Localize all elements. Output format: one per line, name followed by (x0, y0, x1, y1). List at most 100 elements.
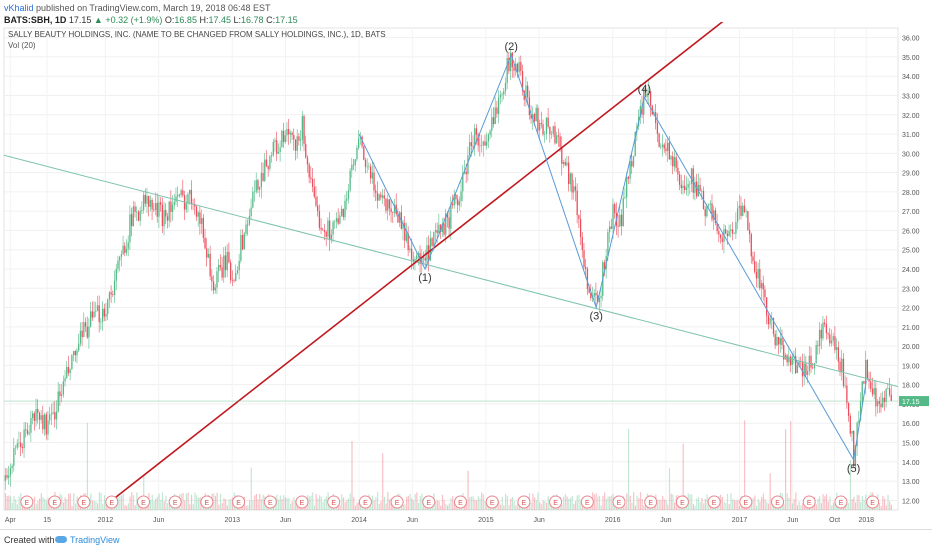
candle-body (219, 264, 222, 268)
candle-body (212, 281, 215, 291)
earnings-marker[interactable] (834, 495, 848, 509)
earnings-marker-label: E (426, 500, 431, 507)
created-with-text: Created with (4, 535, 55, 545)
candle-body (731, 229, 734, 234)
candle-body (351, 164, 353, 171)
candle-body (277, 151, 280, 154)
volume-bar (499, 504, 502, 510)
candle-body (11, 465, 13, 468)
earnings-marker[interactable] (358, 495, 372, 509)
volume-bar (474, 499, 476, 510)
earnings-marker[interactable] (422, 495, 436, 509)
candle-body (88, 326, 90, 338)
candle-body (532, 113, 534, 119)
candle-body (363, 146, 365, 160)
volume-bar (544, 501, 546, 510)
author-link[interactable]: vKhalid (4, 3, 34, 13)
earnings-marker[interactable] (771, 495, 785, 509)
earnings-marker[interactable] (105, 495, 119, 509)
earnings-marker[interactable] (612, 495, 626, 509)
earnings-marker[interactable] (390, 495, 404, 509)
earnings-marker[interactable] (77, 495, 91, 509)
candle-body (344, 200, 346, 218)
volume-bar (160, 499, 162, 510)
candle-body (40, 415, 42, 420)
candle-body (120, 254, 123, 257)
volume-bar (665, 499, 667, 510)
candle-body (554, 126, 556, 144)
earnings-marker-label: E (24, 500, 29, 507)
earnings-marker[interactable] (485, 495, 499, 509)
volume-bar (45, 500, 48, 510)
x-tick-label: Jun (153, 517, 164, 524)
earnings-marker[interactable] (20, 495, 34, 509)
earnings-marker[interactable] (200, 495, 214, 509)
candle-body (766, 297, 768, 316)
earnings-marker-label: E (205, 500, 210, 507)
tradingview-brand-link[interactable]: TradingView (70, 535, 120, 545)
earnings-marker[interactable] (802, 495, 816, 509)
candle-body (506, 58, 508, 83)
earnings-marker[interactable] (454, 495, 468, 509)
earnings-marker[interactable] (866, 495, 880, 509)
volume-bar (605, 498, 607, 510)
candle-body (358, 138, 360, 148)
symbol-label[interactable]: BATS:SBH, 1D (4, 15, 67, 25)
candle-body (527, 85, 529, 98)
volume-bar (658, 499, 660, 510)
volume-indicator-label[interactable]: Vol (20) (8, 41, 36, 50)
earnings-marker[interactable] (136, 495, 150, 509)
volume-bar (417, 502, 420, 510)
volume-bar (511, 497, 514, 510)
candle-body (450, 203, 452, 229)
earnings-marker[interactable] (168, 495, 182, 509)
wave-count-line[interactable] (358, 53, 867, 462)
earnings-marker[interactable] (675, 495, 689, 509)
candle-body (786, 355, 788, 363)
earnings-marker[interactable] (644, 495, 658, 509)
earnings-marker[interactable] (580, 495, 594, 509)
volume-bar (37, 500, 39, 510)
support-trendline[interactable] (3, 154, 899, 388)
candle-body (378, 194, 380, 201)
volume-bar (286, 498, 288, 510)
candle-body (243, 233, 245, 250)
earnings-marker[interactable] (549, 495, 563, 509)
volume-bar (790, 421, 792, 510)
earnings-marker[interactable] (707, 495, 721, 509)
earnings-marker-label: E (173, 500, 178, 507)
volume-bar (436, 500, 438, 510)
earnings-marker[interactable] (48, 495, 62, 509)
candle-body (43, 414, 46, 430)
candle-body (422, 257, 425, 258)
candle-body (308, 164, 310, 178)
open-label: O: (164, 15, 175, 25)
candle-body (656, 123, 659, 134)
candle-body (9, 467, 12, 476)
candle-body (658, 133, 660, 147)
volume-bar (600, 505, 602, 510)
volume-bar (387, 492, 389, 510)
volume-bar (153, 501, 155, 510)
volume-bar (318, 495, 321, 510)
volume-bar (537, 492, 539, 510)
earnings-marker[interactable] (739, 495, 753, 509)
candle-body (265, 159, 268, 167)
candle-body (117, 260, 119, 269)
earnings-marker[interactable] (232, 495, 246, 509)
earnings-marker[interactable] (517, 495, 531, 509)
y-tick-label: 12.00 (902, 498, 920, 505)
earnings-marker[interactable] (327, 495, 341, 509)
red-trendline[interactable] (111, 22, 727, 501)
volume-bar (317, 498, 319, 510)
candle-body (597, 295, 599, 303)
earnings-marker[interactable] (263, 495, 277, 509)
volume-bar (187, 492, 189, 510)
candle-body (829, 334, 831, 344)
candle-body (52, 412, 54, 414)
volume-bar (11, 502, 13, 510)
candle-body (306, 157, 309, 165)
price-chart[interactable]: 12.0013.0014.0015.0016.0017.0018.0019.00… (0, 22, 932, 529)
earnings-marker[interactable] (295, 495, 309, 509)
candle-body (189, 189, 191, 194)
